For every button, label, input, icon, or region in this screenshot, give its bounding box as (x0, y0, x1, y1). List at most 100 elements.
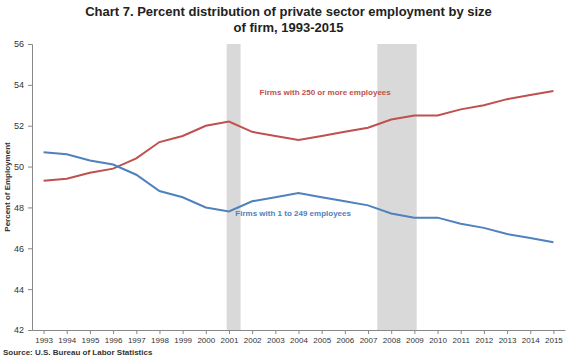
x-tick-label: 2012 (475, 336, 493, 345)
x-tick: 2005 (313, 330, 331, 345)
y-tick: 42 (14, 325, 32, 335)
y-tick-label: 54 (14, 80, 24, 90)
y-tick: 48 (14, 203, 32, 213)
x-tick-mark (159, 330, 160, 334)
plot: 42 44 46 48 50 52 54 56 1993 1994 1995 1996 1997 1998… (14, 39, 566, 344)
x-tick-mark (345, 330, 346, 334)
x-tick: 2004 (290, 330, 308, 345)
x-tick: 2001 (221, 330, 239, 345)
x-tick: 2002 (244, 330, 262, 345)
chart: Chart 7. Percent distribution of private… (0, 0, 577, 358)
x-tick-label: 2011 (453, 336, 471, 345)
x-tick: 2014 (522, 330, 540, 345)
y-tick-mark (28, 207, 32, 208)
x-tick-mark (507, 330, 508, 334)
y-tick-label: 52 (14, 121, 24, 131)
x-tick-label: 1996 (105, 336, 123, 345)
x-tick-mark (391, 330, 392, 334)
y-axis: 42 44 46 48 50 52 54 56 (14, 39, 33, 335)
x-tick-label: 2013 (499, 336, 517, 345)
x-tick: 2012 (475, 330, 493, 345)
title-line: Chart 7. Percent distribution of private… (85, 4, 492, 19)
shaded-band (377, 44, 416, 330)
x-tick: 1999 (174, 330, 192, 345)
x-tick-mark (553, 330, 554, 334)
x-tick: 2000 (197, 330, 215, 345)
x-tick: 2006 (336, 330, 354, 345)
x-tick-label: 1997 (128, 336, 146, 345)
x-tick-label: 2009 (406, 336, 424, 345)
y-tick-label: 50 (14, 162, 24, 172)
x-tick-mark (368, 330, 369, 334)
x-tick: 1995 (82, 330, 100, 345)
x-tick-label: 2008 (383, 336, 401, 345)
x-tick-mark (484, 330, 485, 334)
y-axis-title: Percent of Employment (3, 142, 12, 232)
x-tick-mark (530, 330, 531, 334)
x-tick-label: 1994 (58, 336, 76, 345)
x-tick-label: 1995 (82, 336, 100, 345)
y-tick: 44 (14, 285, 32, 295)
y-tick-mark (28, 44, 32, 45)
series-line (44, 152, 554, 242)
x-tick-label: 2015 (545, 336, 563, 345)
y-tick-mark (28, 289, 32, 290)
x-tick: 2003 (267, 330, 285, 345)
y-tick-mark (28, 85, 32, 86)
x-tick: 2015 (545, 330, 563, 345)
x-tick-label: 2002 (244, 336, 262, 345)
y-tick-label: 56 (14, 39, 24, 49)
x-tick: 2011 (453, 330, 471, 345)
y-tick-mark (28, 126, 32, 127)
x-tick-label: 1993 (35, 336, 53, 345)
x-tick-label: 2010 (429, 336, 447, 345)
y-tick: 54 (14, 80, 32, 90)
y-tick-mark (28, 167, 32, 168)
y-tick: 52 (14, 121, 32, 131)
title: Chart 7. Percent distribution of private… (85, 4, 492, 35)
x-tick-label: 2001 (221, 336, 239, 345)
x-tick-label: 1999 (174, 336, 192, 345)
x-tick-mark (461, 330, 462, 334)
x-tick: 2008 (383, 330, 401, 345)
x-tick: 2007 (360, 330, 378, 345)
series-label: Firms with 1 to 249 employees (235, 209, 351, 218)
y-tick: 46 (14, 244, 32, 254)
x-tick: 1997 (128, 330, 146, 345)
x-tick-mark (252, 330, 253, 334)
x-tick-label: 2004 (290, 336, 308, 345)
y-tick-label: 44 (14, 285, 24, 295)
x-tick-mark (299, 330, 300, 334)
y-tick-label: 48 (14, 203, 24, 213)
x-tick: 2009 (406, 330, 424, 345)
x-tick: 2013 (499, 330, 517, 345)
y-tick-label: 42 (14, 325, 24, 335)
x-axis: 1993 1994 1995 1996 1997 1998 1999 2000 2001 2002… (33, 330, 566, 345)
x-tick: 1994 (58, 330, 76, 345)
x-tick-label: 2014 (522, 336, 540, 345)
x-tick-mark (183, 330, 184, 334)
x-tick-mark (322, 330, 323, 334)
x-tick-label: 1998 (151, 336, 169, 345)
y-axis-line (28, 45, 33, 331)
x-tick-label: 2007 (360, 336, 378, 345)
x-tick: 1996 (105, 330, 123, 345)
title-line: of firm, 1993-2015 (234, 20, 344, 35)
y-tick-mark (28, 330, 32, 331)
x-tick: 2010 (429, 330, 447, 345)
x-tick: 1998 (151, 330, 169, 345)
y-tick-label: 46 (14, 244, 24, 254)
x-tick-mark (275, 330, 276, 334)
x-tick-mark (206, 330, 207, 334)
source-note: Source: U.S. Bureau of Labor Statistics (3, 348, 153, 357)
shaded-band (227, 44, 241, 330)
y-tick-mark (28, 248, 32, 249)
x-tick-mark (44, 330, 45, 334)
x-tick-mark (229, 330, 230, 334)
x-tick-label: 2005 (313, 336, 331, 345)
x-tick: 1993 (35, 330, 53, 345)
x-tick-mark (136, 330, 137, 334)
x-tick-label: 2003 (267, 336, 285, 345)
x-tick-mark (67, 330, 68, 334)
series-label: Firms with 250 or more employees (260, 88, 392, 97)
